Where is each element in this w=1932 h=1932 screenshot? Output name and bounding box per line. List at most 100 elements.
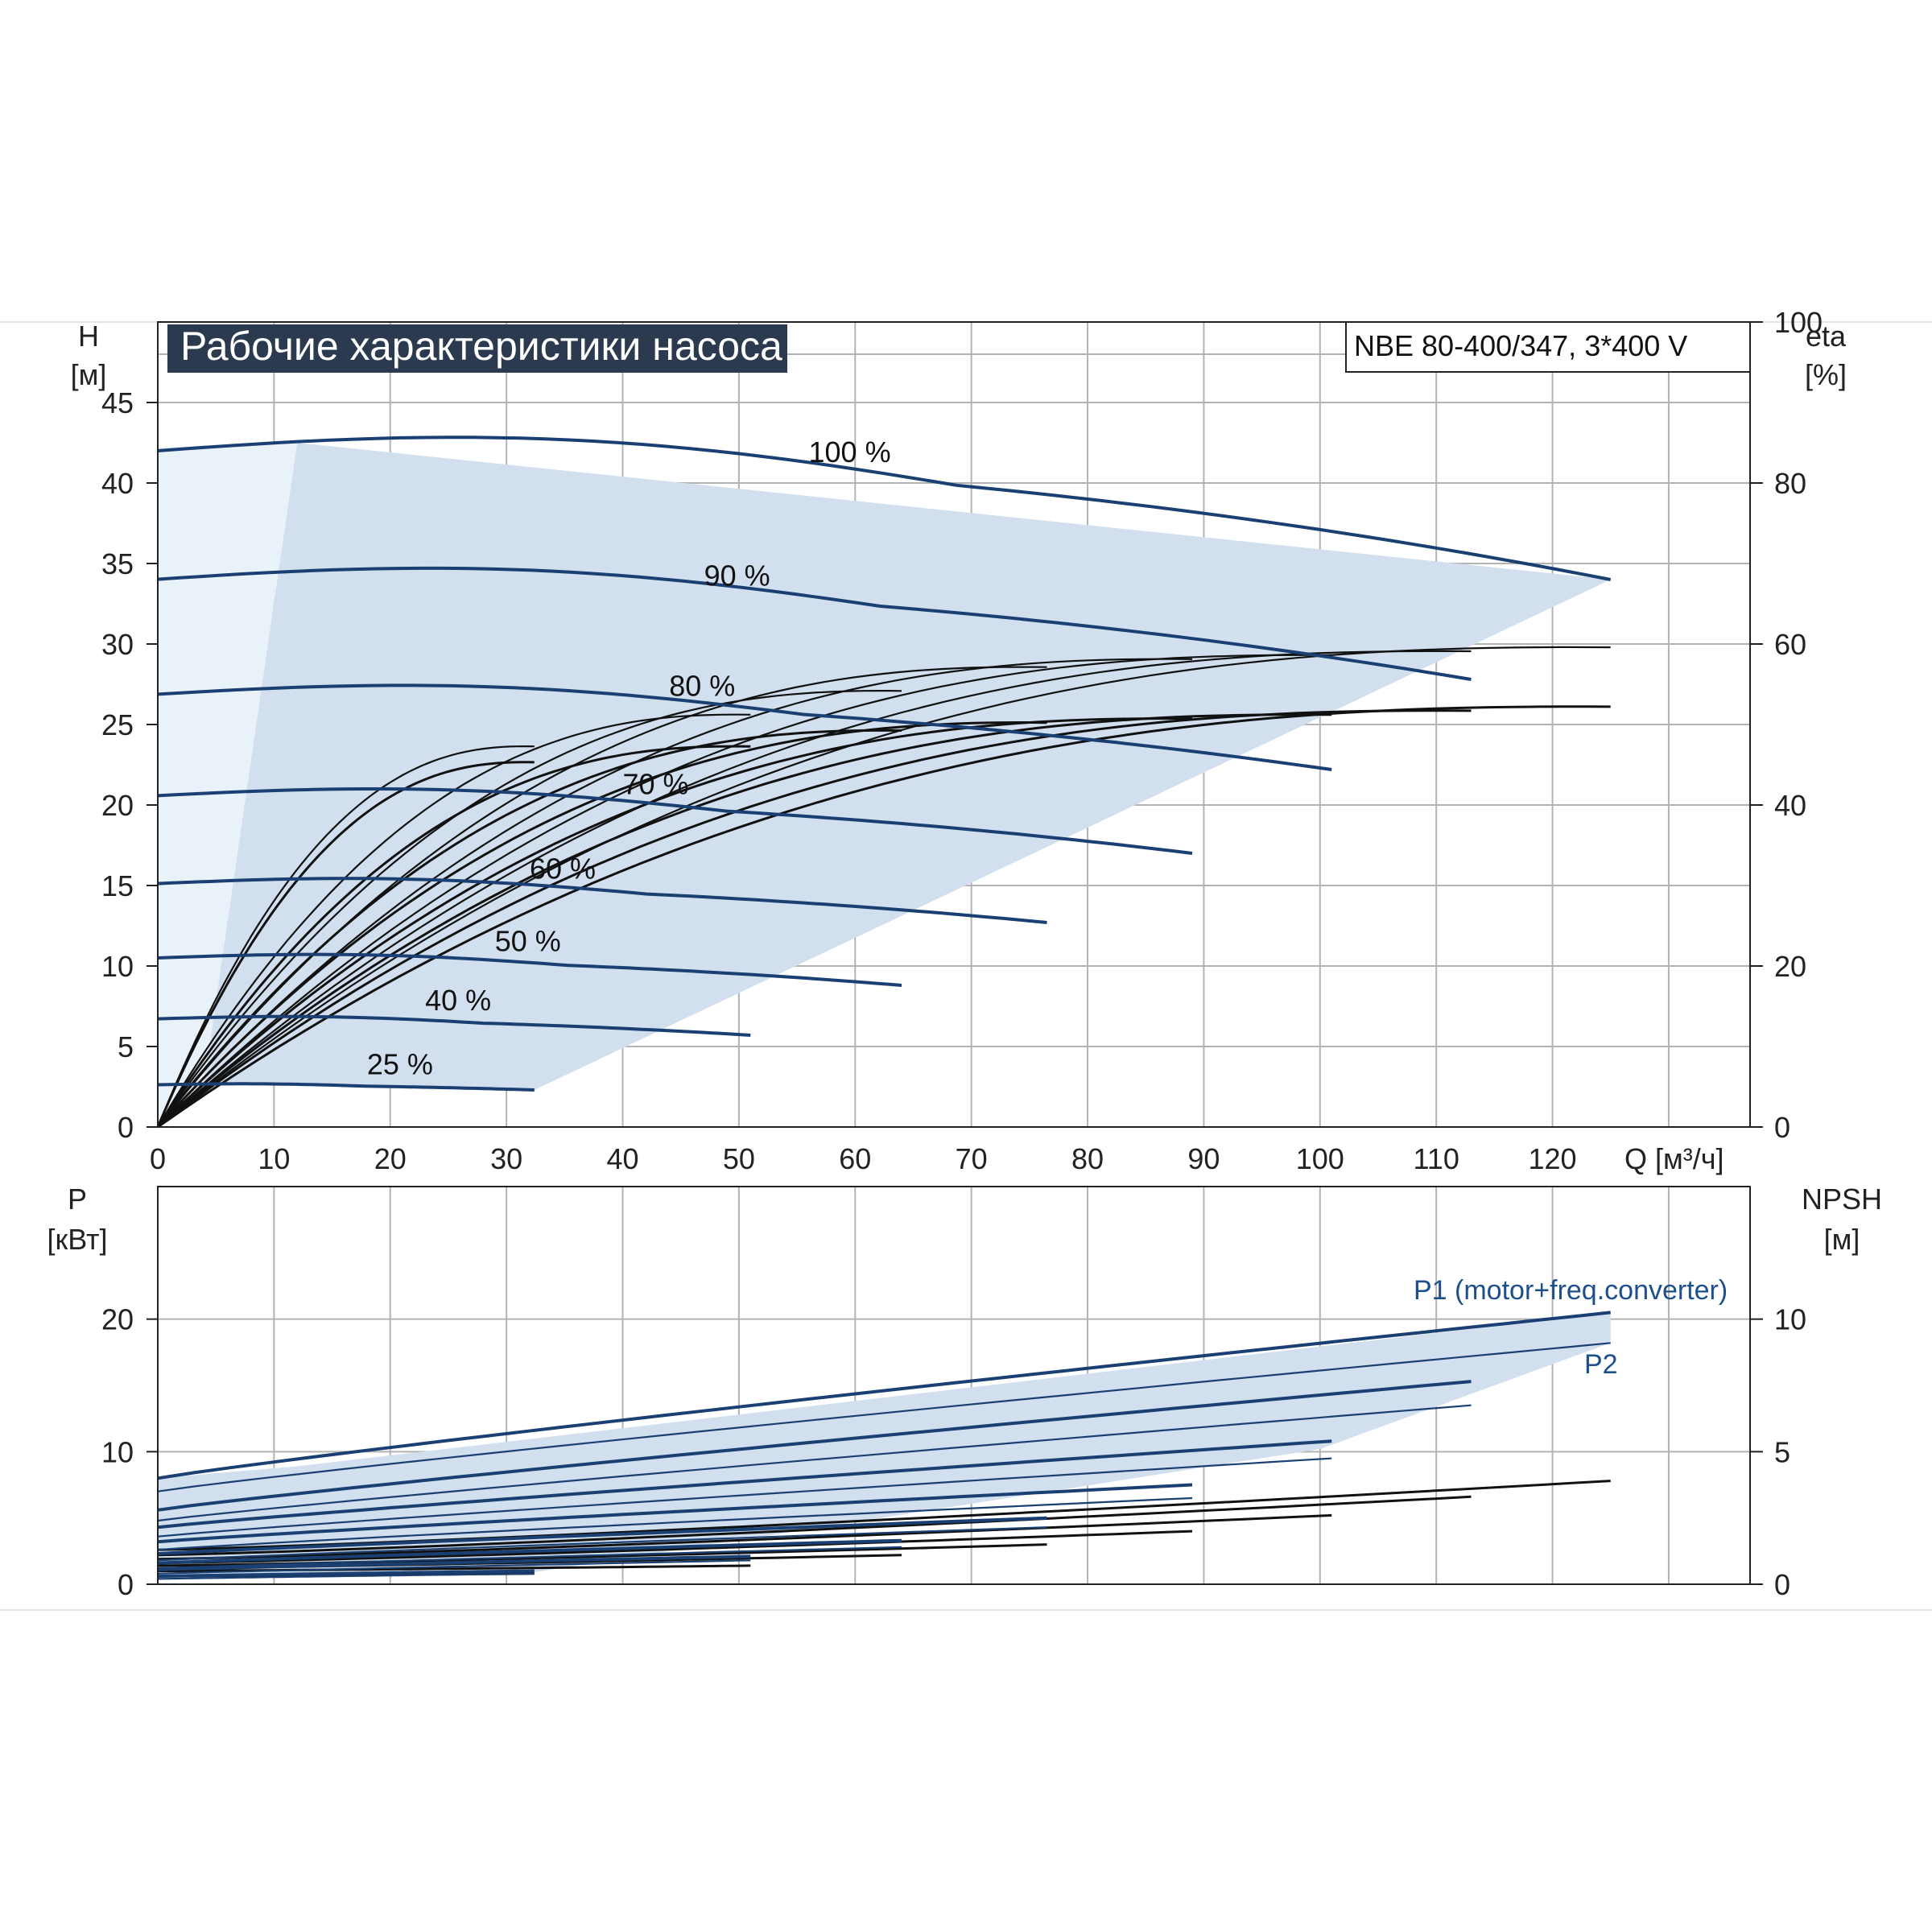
speed-label-3: 70 % bbox=[623, 768, 689, 801]
npsh-axis-label-line1: NPSH bbox=[1802, 1183, 1882, 1216]
npsh-tick-10: 10 bbox=[1774, 1303, 1806, 1336]
p2-curves bbox=[157, 1342, 1611, 1580]
p2-curve-5 bbox=[157, 1546, 902, 1570]
speed-label-6: 40 % bbox=[425, 984, 491, 1017]
x-tick-20: 20 bbox=[374, 1142, 407, 1175]
npsh-tick-5: 5 bbox=[1774, 1435, 1790, 1468]
eta-curve-15 bbox=[156, 761, 535, 1128]
p2-curve-2 bbox=[157, 1457, 1332, 1538]
npsh-axis-label-line2: [м] bbox=[1824, 1223, 1860, 1256]
speed-label-2: 80 % bbox=[669, 670, 735, 703]
p-tick-10: 10 bbox=[101, 1435, 134, 1468]
x-tick-80: 80 bbox=[1071, 1142, 1104, 1175]
y-left-tick-10: 10 bbox=[101, 950, 134, 983]
speed-curve-1 bbox=[157, 566, 1472, 681]
y-right-label-line2: [%] bbox=[1805, 358, 1847, 391]
model-label: NBE 80-400/347, 3*400 V bbox=[1354, 329, 1687, 362]
npsh-curve-3 bbox=[157, 1530, 1193, 1565]
speed-labels: 100 % 90 % 80 % 70 % 60 % 50 %40 % 25 % bbox=[367, 436, 891, 1080]
speed-label-7: 25 % bbox=[367, 1048, 433, 1081]
p1-curves bbox=[157, 1311, 1611, 1579]
p-tick-0: 0 bbox=[118, 1568, 134, 1601]
p-tick-20: 20 bbox=[101, 1303, 134, 1336]
y-left-tick-20: 20 bbox=[101, 789, 134, 822]
y-left-tick-15: 15 bbox=[101, 869, 134, 902]
p1-curve-0 bbox=[157, 1311, 1611, 1480]
y-right-tick-100: 100 bbox=[1774, 306, 1823, 339]
head-efficiency-panel: 0 10 20 30 40 50 60 70 80 90 100 110 120 0 5 10 15 20 25 3… bbox=[71, 306, 1847, 1175]
speed-curve-5 bbox=[157, 952, 902, 987]
eta-curve-2 bbox=[157, 654, 1332, 1128]
p2-curve-1 bbox=[157, 1404, 1472, 1522]
y-left-tick-0: 0 bbox=[118, 1111, 134, 1144]
y-left-tick-40: 40 bbox=[101, 467, 134, 500]
npsh-curve-2 bbox=[157, 1513, 1332, 1561]
speed-label-1: 90 % bbox=[704, 559, 770, 592]
p-tick-labels: 0 10 20 bbox=[101, 1303, 158, 1601]
y-left-tick-5: 5 bbox=[118, 1030, 134, 1063]
p2-legend-label: P2 bbox=[1584, 1349, 1618, 1380]
speed-curves bbox=[157, 436, 1612, 1092]
y-left-tick-labels: 0 5 10 15 20 25 30 35 40 45 bbox=[101, 386, 158, 1144]
power-operating-area bbox=[158, 1312, 1611, 1578]
y-right-label-line1: eta bbox=[1806, 320, 1847, 353]
speed-curve-3 bbox=[157, 787, 1193, 855]
x-tick-120: 120 bbox=[1529, 1142, 1577, 1175]
y-left-tick-35: 35 bbox=[101, 547, 134, 580]
x-axis-label: Q [м³/ч] bbox=[1624, 1142, 1724, 1175]
p1-curve-5 bbox=[157, 1538, 902, 1565]
speed-curve-4 bbox=[157, 877, 1047, 924]
x-tick-30: 30 bbox=[490, 1142, 522, 1175]
eta-curve-3 bbox=[157, 658, 1193, 1128]
y-left-label-line1: H bbox=[78, 320, 99, 353]
y-left-tick-25: 25 bbox=[101, 708, 134, 741]
speed-label-4: 60 % bbox=[530, 852, 596, 886]
x-tick-110: 110 bbox=[1413, 1142, 1459, 1175]
x-tick-90: 90 bbox=[1187, 1142, 1220, 1175]
speed-curve-2 bbox=[157, 683, 1332, 771]
y-right-tick-40: 40 bbox=[1774, 789, 1806, 822]
bottom-frame bbox=[157, 1186, 1751, 1585]
p-axis-label-line1: P bbox=[68, 1183, 87, 1216]
x-tick-40: 40 bbox=[606, 1142, 638, 1175]
y-right-tick-80: 80 bbox=[1774, 467, 1806, 500]
x-tick-100: 100 bbox=[1296, 1142, 1344, 1175]
x-tick-0: 0 bbox=[150, 1142, 166, 1175]
p2-curve-4 bbox=[157, 1526, 1047, 1562]
model-box bbox=[1345, 321, 1751, 373]
p1-curve-1 bbox=[157, 1380, 1472, 1512]
p2-curve-6 bbox=[157, 1559, 751, 1575]
npsh-tick-labels: 0 5 10 bbox=[1750, 1303, 1806, 1601]
p1-curve-4 bbox=[157, 1516, 1047, 1556]
operating-area bbox=[204, 443, 1611, 1090]
p1-curve-7 bbox=[157, 1569, 535, 1579]
x-tick-70: 70 bbox=[956, 1142, 988, 1175]
p2-curve-7 bbox=[157, 1572, 535, 1580]
y-right-tick-0: 0 bbox=[1774, 1111, 1790, 1144]
x-tick-10: 10 bbox=[258, 1142, 290, 1175]
eta-curve-14 bbox=[156, 745, 751, 1128]
eta-curve-5 bbox=[157, 690, 902, 1128]
p1-curve-6 bbox=[157, 1554, 751, 1571]
y-right-tick-labels: 0 20 40 60 80 100 bbox=[1750, 306, 1823, 1144]
p2-curve-0 bbox=[157, 1342, 1611, 1492]
speed-curve-0 bbox=[157, 436, 1612, 581]
y-right-tick-60: 60 bbox=[1774, 628, 1806, 661]
eta-curve-7 bbox=[156, 745, 535, 1128]
npsh-curve-1 bbox=[157, 1495, 1472, 1557]
speed-label-5: 50 % bbox=[495, 925, 561, 958]
p1-curve-2 bbox=[157, 1439, 1332, 1530]
x-tick-60: 60 bbox=[839, 1142, 871, 1175]
y-left-tick-45: 45 bbox=[101, 386, 134, 419]
p1-curve-3 bbox=[157, 1483, 1193, 1544]
power-npsh-panel: 0 10 20 0 5 10 P [кВт] NPSH [м] P1 (motor+fr… bbox=[47, 1183, 1882, 1601]
y-right-tick-20: 20 bbox=[1774, 950, 1806, 983]
npsh-tick-0: 0 bbox=[1774, 1568, 1790, 1601]
eta-curve-12 bbox=[156, 721, 1047, 1129]
p1-legend-label: P1 (motor+freq.converter) bbox=[1414, 1275, 1728, 1306]
x-tick-50: 50 bbox=[723, 1142, 755, 1175]
title-box bbox=[167, 324, 787, 373]
eta-curve-13 bbox=[156, 729, 902, 1128]
y-left-label-line2: [м] bbox=[71, 358, 107, 391]
